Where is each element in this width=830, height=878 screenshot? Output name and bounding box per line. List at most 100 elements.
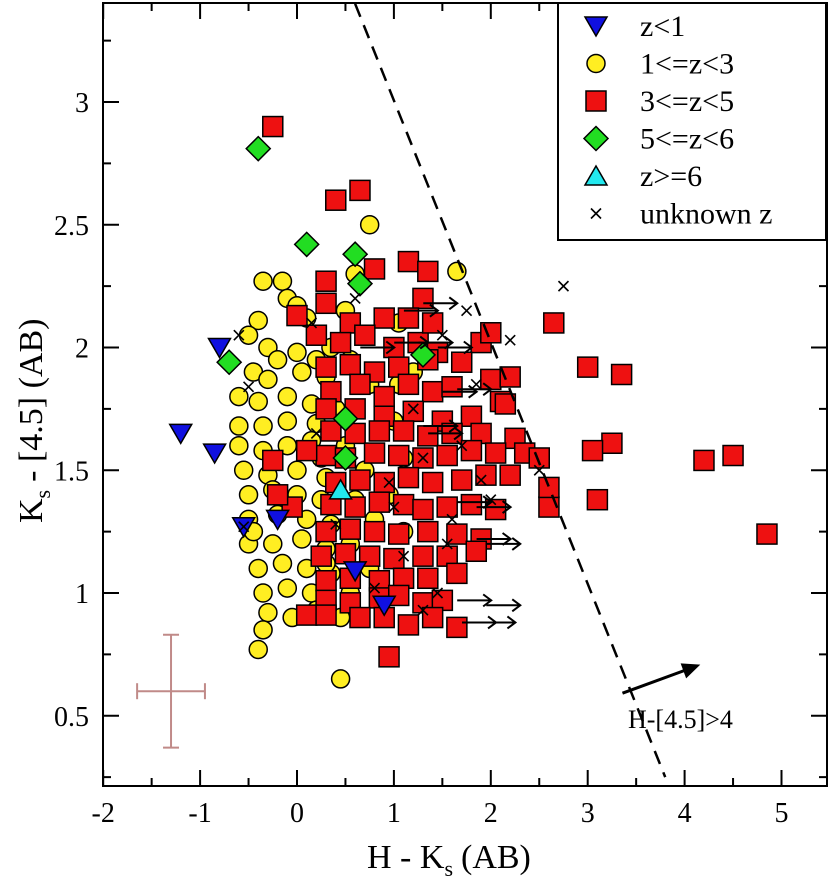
data-point-square — [412, 498, 434, 521]
x-tick-label: 4 — [678, 798, 692, 829]
data-point-square — [368, 420, 391, 442]
data-point-square — [349, 606, 371, 629]
data-point-square — [363, 442, 386, 464]
data-point-cross — [398, 550, 410, 562]
limit-arrow — [481, 615, 518, 630]
data-point-triangle-down — [168, 423, 194, 445]
legend-swatch-diamond — [582, 125, 610, 152]
data-point-circle — [238, 325, 259, 345]
legend-label: z<1 — [640, 10, 685, 43]
data-point-diamond — [342, 241, 369, 268]
data-point-square — [494, 393, 517, 415]
data-point-square — [421, 606, 444, 629]
y-tick-label: 3 — [75, 88, 89, 119]
annotation-text: H-[4.5]>4 — [628, 705, 733, 734]
data-point-cross — [233, 329, 245, 341]
data-point-cross — [242, 381, 255, 393]
data-point-square — [363, 258, 386, 280]
data-point-square — [417, 567, 439, 590]
data-point-square — [601, 432, 623, 454]
data-point-cross — [383, 476, 395, 489]
data-point-circle — [272, 553, 293, 574]
data-point-square — [315, 398, 337, 420]
legend-label: 1<=z<3 — [640, 48, 734, 81]
chart-marks — [168, 115, 778, 689]
series-triangle-up — [328, 478, 353, 500]
data-point-cross — [504, 334, 516, 346]
x-tick-label: 0 — [290, 798, 304, 829]
data-point-cross — [417, 452, 429, 464]
legend-item: z>=6 — [583, 160, 702, 193]
annotation-arrow — [621, 666, 693, 695]
data-point-square — [610, 363, 633, 386]
data-point-circle — [267, 350, 288, 370]
legend-swatch-square — [585, 90, 607, 112]
data-point-diamond — [332, 444, 359, 472]
arrows-layer — [360, 296, 522, 630]
data-point-triangle-down — [265, 509, 290, 531]
series-diamond — [216, 135, 437, 472]
data-point-circle — [248, 391, 268, 412]
data-point-square — [460, 439, 483, 462]
data-point-circle — [263, 534, 283, 554]
data-point-circle — [229, 416, 249, 436]
data-point-square — [387, 584, 410, 607]
data-point-square — [315, 292, 337, 315]
limit-arrow — [457, 382, 493, 397]
data-point-square — [499, 366, 521, 388]
data-point-cross — [407, 403, 419, 415]
x-tick-label: 5 — [775, 798, 789, 829]
data-point-square — [262, 115, 284, 138]
limit-arrow — [403, 303, 440, 318]
data-point-cross — [533, 464, 545, 476]
data-point-diamond — [332, 405, 359, 432]
data-point-square — [334, 542, 357, 565]
data-point-square — [446, 616, 468, 639]
data-point-circle — [277, 386, 298, 407]
data-point-circle — [253, 271, 273, 291]
error-bar — [136, 633, 206, 749]
data-point-square — [339, 518, 362, 540]
data-point-square — [576, 356, 599, 378]
y-tick-label: 1 — [75, 579, 89, 610]
data-point-cross — [557, 280, 570, 292]
data-point-square — [349, 469, 371, 491]
data-point-cross — [417, 604, 429, 616]
legend-swatch-circle — [586, 53, 606, 74]
data-point-cross — [475, 474, 487, 486]
y-tick-label: 1.5 — [54, 456, 89, 487]
legend-item: 5<=z<6 — [582, 123, 734, 156]
data-point-square — [421, 471, 444, 494]
annotation: H-[4.5]>4 — [621, 663, 733, 734]
data-point-square — [315, 604, 337, 626]
data-point-cross — [446, 513, 458, 525]
data-point-square — [436, 444, 458, 467]
data-point-square — [693, 449, 715, 472]
data-point-square — [397, 466, 420, 489]
data-point-square — [339, 353, 362, 376]
data-point-square — [325, 189, 347, 211]
data-point-square — [412, 545, 434, 567]
x-tick-label: -1 — [188, 798, 211, 829]
data-point-square — [266, 484, 289, 506]
data-point-square — [315, 569, 337, 592]
data-point-square — [349, 373, 371, 396]
data-point-square — [344, 496, 366, 518]
data-point-circle — [229, 386, 249, 407]
data-point-triangle-down — [202, 443, 227, 465]
x-ticks: -2 -1 0 1 2 3 4 5 — [92, 3, 789, 829]
data-point-triangle-down — [342, 561, 368, 583]
data-point-cross — [461, 305, 473, 317]
data-point-square — [315, 444, 337, 467]
data-point-diamond — [346, 270, 374, 297]
plot-frame — [102, 2, 828, 787]
data-point-square — [581, 439, 604, 462]
data-point-square — [417, 520, 439, 543]
x-tick-label: -2 — [92, 798, 115, 829]
data-point-square — [378, 646, 400, 668]
data-point-circle — [277, 578, 298, 598]
legend-swatch-cross — [590, 207, 602, 220]
data-point-circle — [253, 583, 273, 603]
data-point-square — [354, 324, 376, 346]
data-point-square — [450, 469, 473, 491]
